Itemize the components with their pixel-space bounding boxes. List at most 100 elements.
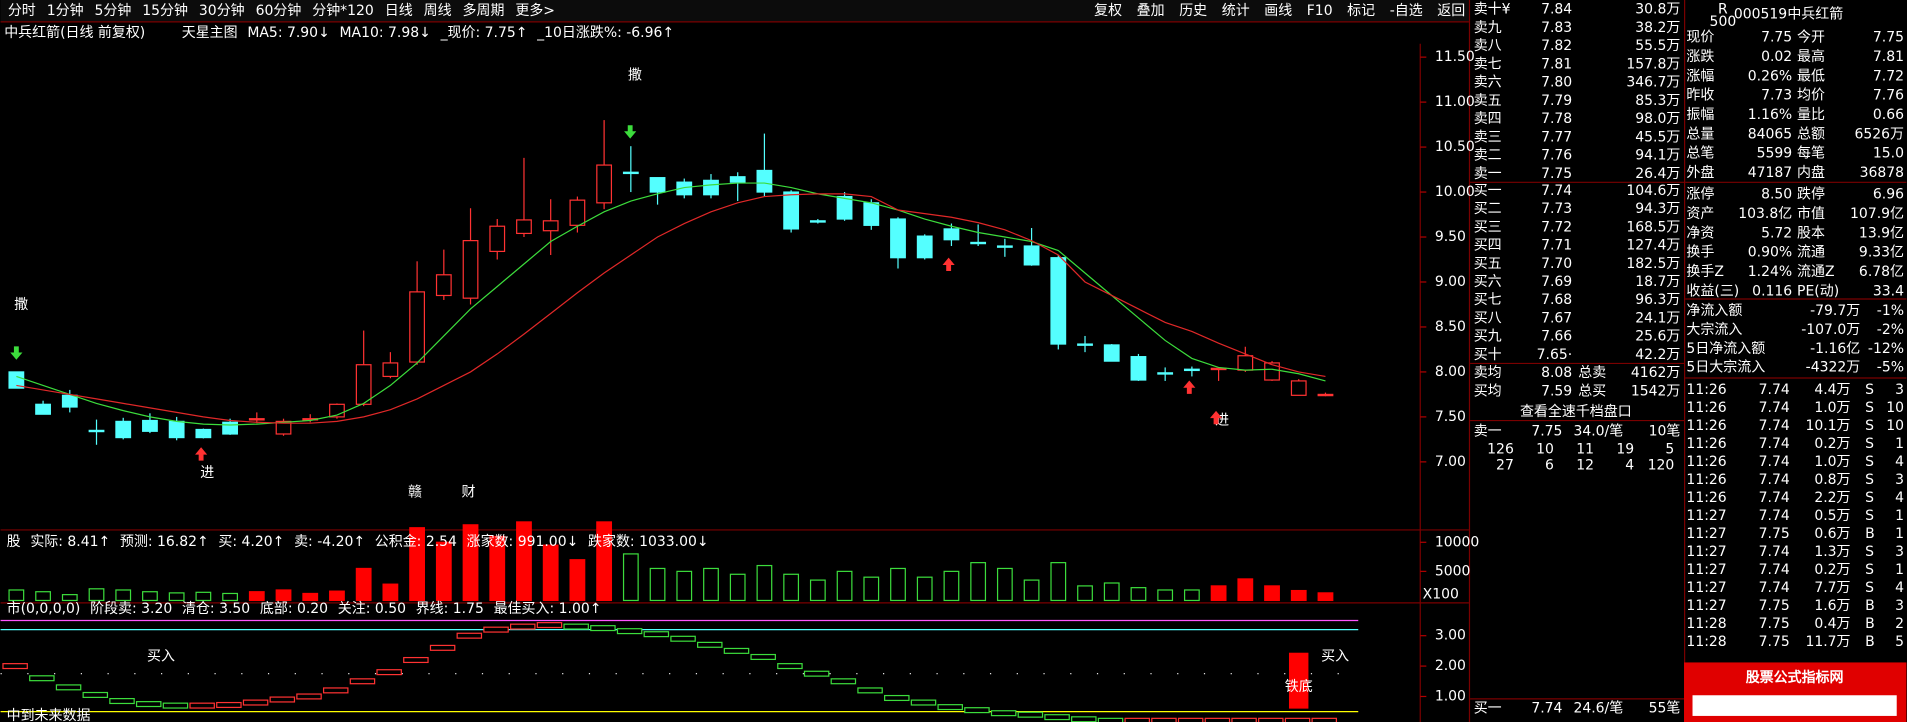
tick-price: 7.75 [1759,526,1790,542]
quote-value: 1.16% [1748,107,1792,123]
ob-label: 买八 [1474,310,1502,326]
candle-body [168,420,185,439]
volume-bar [355,567,372,602]
quote-label: 最低 [1797,68,1825,84]
tick-time: 11:26 [1686,418,1726,434]
footer-text: 中到未来数据 [7,708,91,722]
volume-bar [996,567,1013,602]
quote-value: 5599 [1757,146,1793,162]
indicator-header: 市(0,0,0,0) [7,600,81,617]
step-bar [1258,717,1284,722]
volume-bar [943,570,960,602]
volume-bar [622,553,639,602]
quote-value: 107.9亿 [1850,206,1904,222]
tick-side: B [1865,634,1875,650]
tick-side: S [1865,400,1874,416]
step-bar [670,635,696,642]
tick-side: S [1865,454,1874,470]
toolbar-tab[interactable]: 1分钟 [47,2,84,19]
quote-label: 总量 [1686,126,1714,142]
quote-label: 净资 [1686,225,1714,241]
tick-time: 11:27 [1686,526,1726,542]
volume-bar [1183,589,1200,602]
step-bar [82,691,109,698]
toolbar-tab[interactable]: 分时 [8,3,36,19]
tick-side: S [1865,580,1874,596]
ob-label: 买六 [1474,274,1502,290]
step-bar [2,663,28,670]
candle-body [1210,367,1227,371]
candle-body [1264,362,1280,381]
step-bar [216,701,242,709]
quote-label: 市值 [1797,205,1825,222]
ob-count: 55笔 [1649,701,1681,717]
toolbar-button[interactable]: 统计 [1222,3,1250,19]
toolbar-tab[interactable]: 5分钟 [94,2,131,19]
y-tick-label: 10.50 [1435,139,1475,155]
toolbar-tab[interactable]: 更多> [515,2,555,19]
candle-body [1103,344,1120,362]
toolbar-button[interactable]: 返回 [1437,3,1465,19]
quote-value: 7.75 [1761,30,1792,46]
quote-label: 换手Z [1686,263,1724,280]
quote-label: 跌停 [1797,186,1825,203]
candle-body [809,220,826,223]
toolbar-button[interactable]: F10 [1307,3,1333,19]
ob-price: 7.74 [1541,183,1572,199]
ob-price: 7.71 [1541,238,1572,254]
toolbar-tab[interactable]: 多周期 [463,2,505,19]
ob-label: 卖十¥ [1474,2,1511,18]
flow-label: 大宗流入 [1686,322,1742,338]
tick-volume: 0.5万 [1814,508,1850,524]
toolbar-tab[interactable]: 分钟*120 [312,2,374,19]
tick-time: 11:26 [1686,436,1726,452]
toolbar-tab[interactable]: 周线 [424,3,452,19]
toolbar-button[interactable]: 标记 [1347,3,1375,19]
tick-time: 11:26 [1686,382,1726,398]
volume-bar [1264,585,1280,602]
toolbar-button[interactable]: 叠加 [1137,3,1165,19]
step-bar [857,687,883,694]
ob-label: 买一 [1474,701,1502,717]
candle-body [943,228,960,241]
tick-price: 7.74 [1759,382,1790,398]
quote-value: 103.8亿 [1738,206,1792,222]
buy-label: 买入 [147,648,175,664]
unit-label: X100 [1423,586,1459,602]
toolbar-button[interactable]: 复权 [1094,2,1122,19]
sell-arrow [624,125,637,139]
ob-link[interactable]: 查看全速千档盘口 [1520,403,1632,420]
buy-arrow [942,257,955,272]
toolbar-button[interactable]: 画线 [1264,3,1292,19]
toolbar-button[interactable]: 历史 [1179,3,1207,19]
flow-label: 5日净流入额 [1686,341,1765,357]
ob-label: 买十 [1474,347,1502,363]
chart-title: 中兵红箭(日线 前复权) [4,24,145,41]
quote-value: 9.33亿 [1859,245,1904,261]
tick-volume: 0.6万 [1814,526,1850,542]
volume-bar [596,521,613,602]
toolbar-tab[interactable]: 日线 [385,3,413,19]
volume-bar [1103,582,1120,602]
toolbar-tab[interactable]: 60分钟 [256,2,302,19]
tick-volume: 7.7万 [1814,580,1850,596]
candle-body [676,181,693,196]
step-bar [590,625,616,632]
quote-value: 6.96 [1873,187,1904,203]
toolbar-button[interactable]: -自选 [1390,3,1423,19]
tick-volume: 0.4万 [1814,616,1850,632]
volume-bar [916,576,933,602]
quote-label: 昨收 [1686,88,1714,104]
candle-body [462,240,479,299]
volume-bar [809,579,826,602]
toolbar-tab[interactable]: 30分钟 [199,2,245,19]
quote-value: 5.72 [1761,225,1792,241]
ob-price: 7.84 [1541,2,1572,18]
volume-bar [302,592,319,602]
tick-volume: 2.2万 [1814,490,1850,506]
candle-body [1077,343,1093,346]
tick-price: 7.74 [1759,508,1790,524]
tick-count: 1 [1895,526,1904,542]
toolbar-tab[interactable]: 15分钟 [142,2,188,19]
tick-side: B [1865,616,1875,632]
